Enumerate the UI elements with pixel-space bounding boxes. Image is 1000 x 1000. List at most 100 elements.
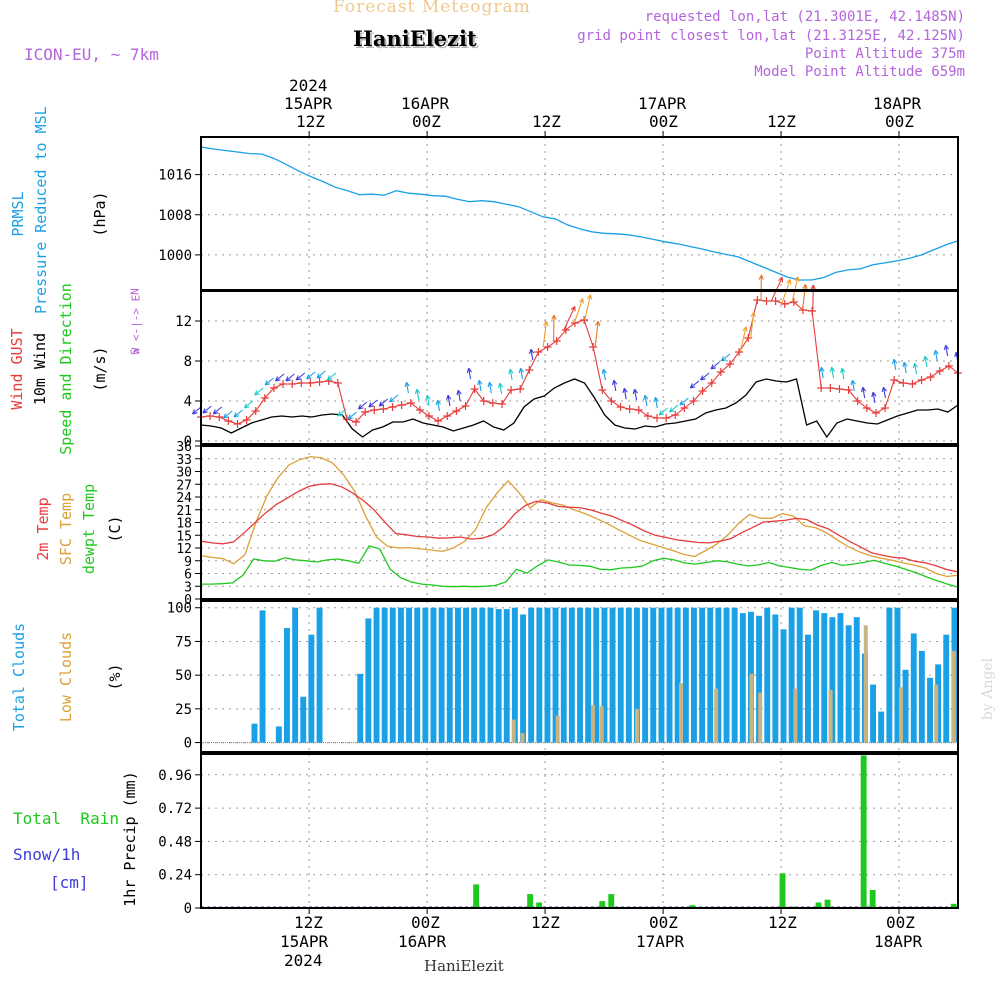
total-cloud-bar-28 [430,607,437,743]
wind-arrow-4 [233,409,243,418]
total-cloud-bar-56 [658,607,665,743]
gust-marker-22 [397,401,406,409]
total-cloud-bar-71 [780,629,787,743]
rain-bar-36 [527,894,534,908]
snow-label: Snow/1h [13,845,81,864]
total-cloud-bar-66 [739,613,746,743]
rain-bar-45 [608,894,615,908]
precip-ytick-label-3: 0.72 [158,801,192,817]
top-hour-0: 12Z [296,112,325,131]
total-cloud-bar-51 [617,607,624,743]
total-cloud-bar-31 [455,607,461,743]
wind-arrow-5 [243,400,254,409]
wind-arrow-34 [551,314,557,342]
total-cloud-bar-33 [471,607,478,743]
total-cloud-bar-80 [853,617,860,743]
gust-marker-5 [242,416,251,424]
gust-marker-20 [379,405,388,413]
wind-arrow-7 [264,377,274,386]
gust-marker-42 [580,316,589,324]
rain-bar-73 [860,755,867,908]
bot-hour-0: 12Z [294,913,323,932]
bot-hour-4: 12Z [768,913,797,932]
temp-ytick-label-6: 18 [176,517,192,532]
total-cloud-bar-91 [943,634,950,743]
bot-year-0: 2024 [284,951,323,970]
gust-marker-18 [361,408,370,416]
temp-ytick-label-4: 12 [176,542,192,557]
watermark: by Angel [980,657,996,721]
total-cloud-bar-46 [577,607,583,743]
bot-date-3: 17APR [636,932,685,951]
gust-marker-57 [716,368,725,376]
wind-arrow-28 [487,381,493,394]
gust-marker-61 [753,296,762,304]
total-cloud-bar-63 [715,607,722,743]
total-cloud-bar-54 [642,607,649,743]
wind-arrow-65 [871,391,877,404]
gust-marker-15 [333,379,342,387]
gust-marker-17 [352,418,361,426]
gust-marker-23 [406,399,415,407]
temp-ytick-label-8: 24 [176,491,192,506]
low-cloud-bar-49 [635,708,639,743]
total-cloud-bar-9 [275,726,282,743]
wind-arrow-21 [414,388,421,401]
total-cloud-bar-58 [674,607,681,743]
top-hour-3: 00Z [649,112,678,131]
gust-marker-50 [653,414,662,422]
rain-bar-68 [815,902,822,908]
gust-marker-67 [808,307,817,315]
dewpt-line [201,545,959,588]
direction-label: Speed and Direction [57,283,75,455]
wind-arrow-43 [643,394,649,407]
total-cloud-bar-60 [691,607,697,743]
top-date-5: 18APR [873,94,922,113]
temp-ytick-label-5: 15 [176,529,192,544]
low-clouds-label: Low Clouds [57,631,75,723]
wind-arrow-9 [285,373,295,382]
gust-marker-24 [415,406,424,414]
rain-bar-74 [869,890,876,908]
top-hour-1: 00Z [412,112,441,131]
wind-arrow-35 [563,305,576,331]
total-cloud-bar-55 [650,607,657,743]
temp-ytick-label-0: 0 [184,593,192,608]
gust-marker-69 [826,384,835,392]
location-name: HaniElezit [353,26,477,51]
wind-arrow-49 [700,372,710,381]
top-hour-4: 12Z [767,112,796,131]
wind-arrow-26 [466,367,473,380]
rain-bar-83 [950,903,957,908]
gust-marker-56 [707,379,716,387]
wind-arrow-48 [689,380,700,389]
snow-unit-label: [cm] [50,873,89,892]
bot-date-0: 15APR [280,932,329,951]
precip-ytick-label-1: 0.24 [158,868,192,884]
wind-arrow-10 [295,372,306,381]
top-date-0: 15APR [284,94,333,113]
pressure-line [200,146,959,281]
total-cloud-bar-45 [568,607,575,743]
total-cloud-bar-61 [699,607,706,743]
total-cloud-bar-89 [927,677,933,743]
gust-marker-4 [233,420,242,428]
total-cloud-bar-69 [764,607,771,743]
wind-arrow-60 [819,366,825,379]
pressure-ytick-label-1: 1008 [158,208,192,224]
total-cloud-bar-79 [845,625,852,743]
temp-ytick-label-1: 3 [184,580,192,595]
total-cloud-bar-65 [731,607,738,743]
total-cloud-bar-22 [381,607,388,743]
point-altitude: Point Altitude 375m [804,46,965,62]
wind-unit: (m/s) [91,346,109,392]
total-cloud-bar-36 [495,609,502,743]
temp2m-label: 2m Temp [34,497,52,561]
temp2m-line [200,483,959,573]
total-cloud-bar-11 [292,607,299,743]
low-cloud-bar-40 [555,715,560,743]
rain-bar-37 [536,902,543,908]
low-cloud-bar-54 [679,683,683,743]
total-cloud-bar-13 [308,634,315,743]
gust-marker-45 [607,397,616,405]
